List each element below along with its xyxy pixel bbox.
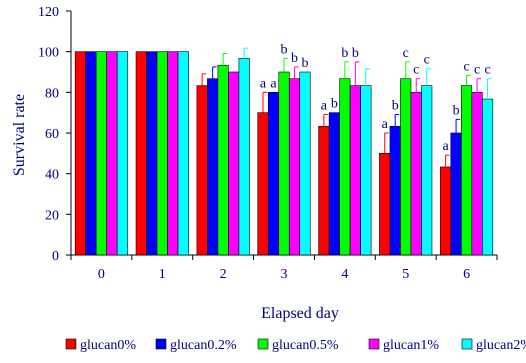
- significance-label: b: [281, 42, 288, 57]
- significance-label: b: [331, 97, 338, 112]
- significance-label: a: [270, 76, 277, 91]
- significance-label: a: [321, 98, 328, 113]
- bar: [95, 51, 107, 256]
- legend-label: glucan0%: [80, 338, 136, 353]
- bar: [228, 71, 240, 256]
- bar: [156, 51, 168, 256]
- bar: [318, 125, 330, 256]
- bar: [339, 78, 351, 256]
- x-tick-label: 6: [463, 267, 470, 282]
- significance-label: c: [463, 59, 469, 74]
- bar: [257, 112, 269, 256]
- x-tick-label: 5: [402, 267, 409, 282]
- legend-label: glucan0.2%: [170, 338, 237, 353]
- y-tick-label: 120: [38, 5, 59, 20]
- legend-item: glucan0.2%: [155, 338, 237, 353]
- x-tick-label: 3: [281, 267, 288, 282]
- legend-label: glucan0.5%: [272, 338, 339, 353]
- bar: [217, 64, 229, 256]
- bar: [167, 51, 179, 256]
- bar: [349, 85, 361, 256]
- significance-label: c: [403, 46, 409, 61]
- legend-label: glucan2%: [476, 338, 526, 353]
- bar: [410, 92, 422, 256]
- bar: [106, 51, 118, 256]
- y-tick-label: 0: [52, 249, 59, 264]
- bar: [450, 132, 462, 256]
- significance-label: b: [291, 51, 298, 66]
- legend-swatch: [155, 338, 167, 350]
- x-axis-label: Elapsed day: [261, 305, 339, 322]
- y-tick-label: 100: [38, 46, 59, 61]
- legend-swatch: [65, 338, 77, 350]
- bar: [135, 51, 147, 256]
- significance-label: a: [260, 76, 267, 91]
- legend: glucan0% glucan0.2% glucan0.5% glucan1% gluc…: [65, 338, 526, 353]
- bar: [400, 78, 412, 256]
- axes: 0 20 40 60 80 100 120 0 1 2 3 4 5 6: [38, 5, 498, 282]
- bar: [267, 92, 280, 256]
- legend-item: glucan1%: [368, 338, 439, 353]
- significance-label: c: [424, 53, 430, 68]
- legend-swatch: [257, 338, 269, 350]
- bar: [238, 58, 250, 256]
- error-bars: [201, 47, 492, 167]
- legend-item: glucan2%: [461, 338, 526, 353]
- significance-label: b: [341, 46, 348, 61]
- significance-label: a: [382, 117, 389, 132]
- x-tick-label: 1: [159, 267, 166, 282]
- legend-swatch: [368, 338, 380, 350]
- bar: [278, 71, 290, 256]
- significance-label: b: [302, 56, 309, 71]
- significance-label: b: [352, 46, 359, 61]
- y-tick-label: 80: [45, 86, 59, 101]
- bar: [116, 51, 128, 256]
- x-tick-label: 4: [341, 267, 348, 282]
- bar: [379, 153, 391, 256]
- bar: [461, 85, 473, 256]
- bar: [85, 51, 97, 256]
- bar: [440, 166, 452, 256]
- legend-item: glucan0%: [65, 338, 136, 353]
- bar: [360, 85, 372, 256]
- y-axis-label: Survival rate: [11, 94, 28, 176]
- x-tick-label: 2: [220, 267, 227, 282]
- bar: [328, 112, 340, 256]
- bar: [482, 98, 494, 256]
- significance-label: a: [442, 139, 449, 154]
- bar: [471, 92, 483, 256]
- bar: [196, 85, 208, 256]
- y-tick-label: 40: [45, 168, 59, 183]
- significance-label: c: [474, 63, 480, 78]
- legend-swatch: [461, 338, 473, 350]
- legend-label: glucan1%: [383, 338, 439, 353]
- bar: [207, 78, 219, 256]
- bar: [421, 85, 433, 256]
- bar: [146, 51, 158, 256]
- bar: [299, 71, 311, 256]
- significance-label: b: [453, 103, 460, 118]
- y-tick-label: 60: [45, 127, 59, 142]
- bar: [177, 51, 189, 256]
- significance-label: c: [413, 63, 419, 78]
- x-tick-label: 0: [98, 267, 105, 282]
- legend-item: glucan0.5%: [257, 338, 339, 353]
- bar: [74, 51, 86, 256]
- y-tick-label: 20: [45, 208, 59, 223]
- significance-label: b: [392, 98, 399, 113]
- significance-label: c: [484, 63, 490, 78]
- bar: [288, 78, 301, 256]
- bars: [74, 51, 494, 256]
- bar: [389, 125, 401, 256]
